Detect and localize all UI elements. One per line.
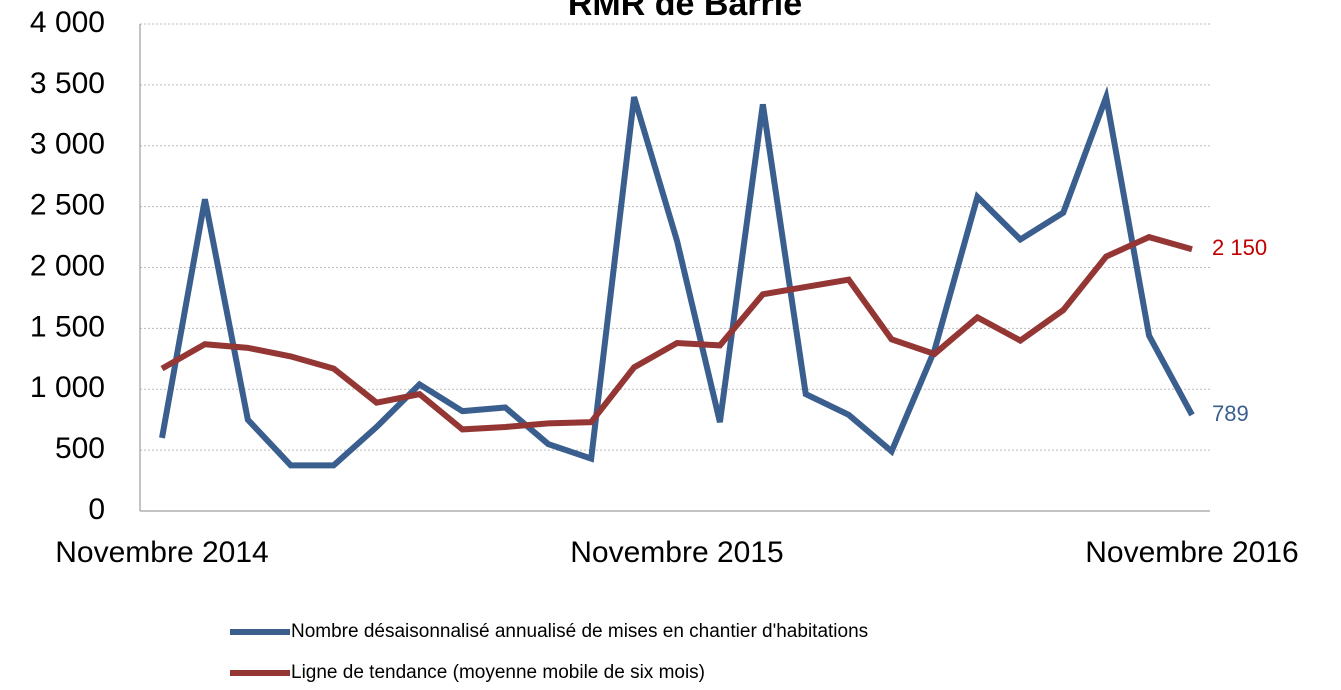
y-tick-label: 1 500	[30, 310, 105, 343]
x-tick-label: Novembre 2015	[570, 536, 783, 569]
series-line	[160, 233, 1193, 433]
data-label: 2 150	[1212, 235, 1267, 260]
y-tick-label: 4 000	[30, 6, 105, 39]
legend-label: Nombre désaisonnalisé annualisé de mises…	[291, 621, 868, 642]
y-tick-label: 3 500	[30, 67, 105, 100]
legend-label: Ligne de tendance (moyenne mobile de six…	[291, 662, 705, 683]
data-label: 789	[1212, 401, 1249, 426]
y-tick-label: 1 000	[30, 371, 105, 404]
y-tick-label: 0	[88, 493, 105, 526]
x-tick-label: Novembre 2014	[55, 536, 268, 569]
y-tick-label: 2 000	[30, 249, 105, 282]
series-line	[159, 85, 1195, 469]
y-tick-label: 3 000	[30, 128, 105, 161]
x-tick-label: Novembre 2016	[1085, 536, 1298, 569]
y-tick-label: 2 500	[30, 189, 105, 222]
y-tick-label: 500	[55, 432, 105, 465]
chart-title: RMR de Barrie	[568, 0, 802, 23]
